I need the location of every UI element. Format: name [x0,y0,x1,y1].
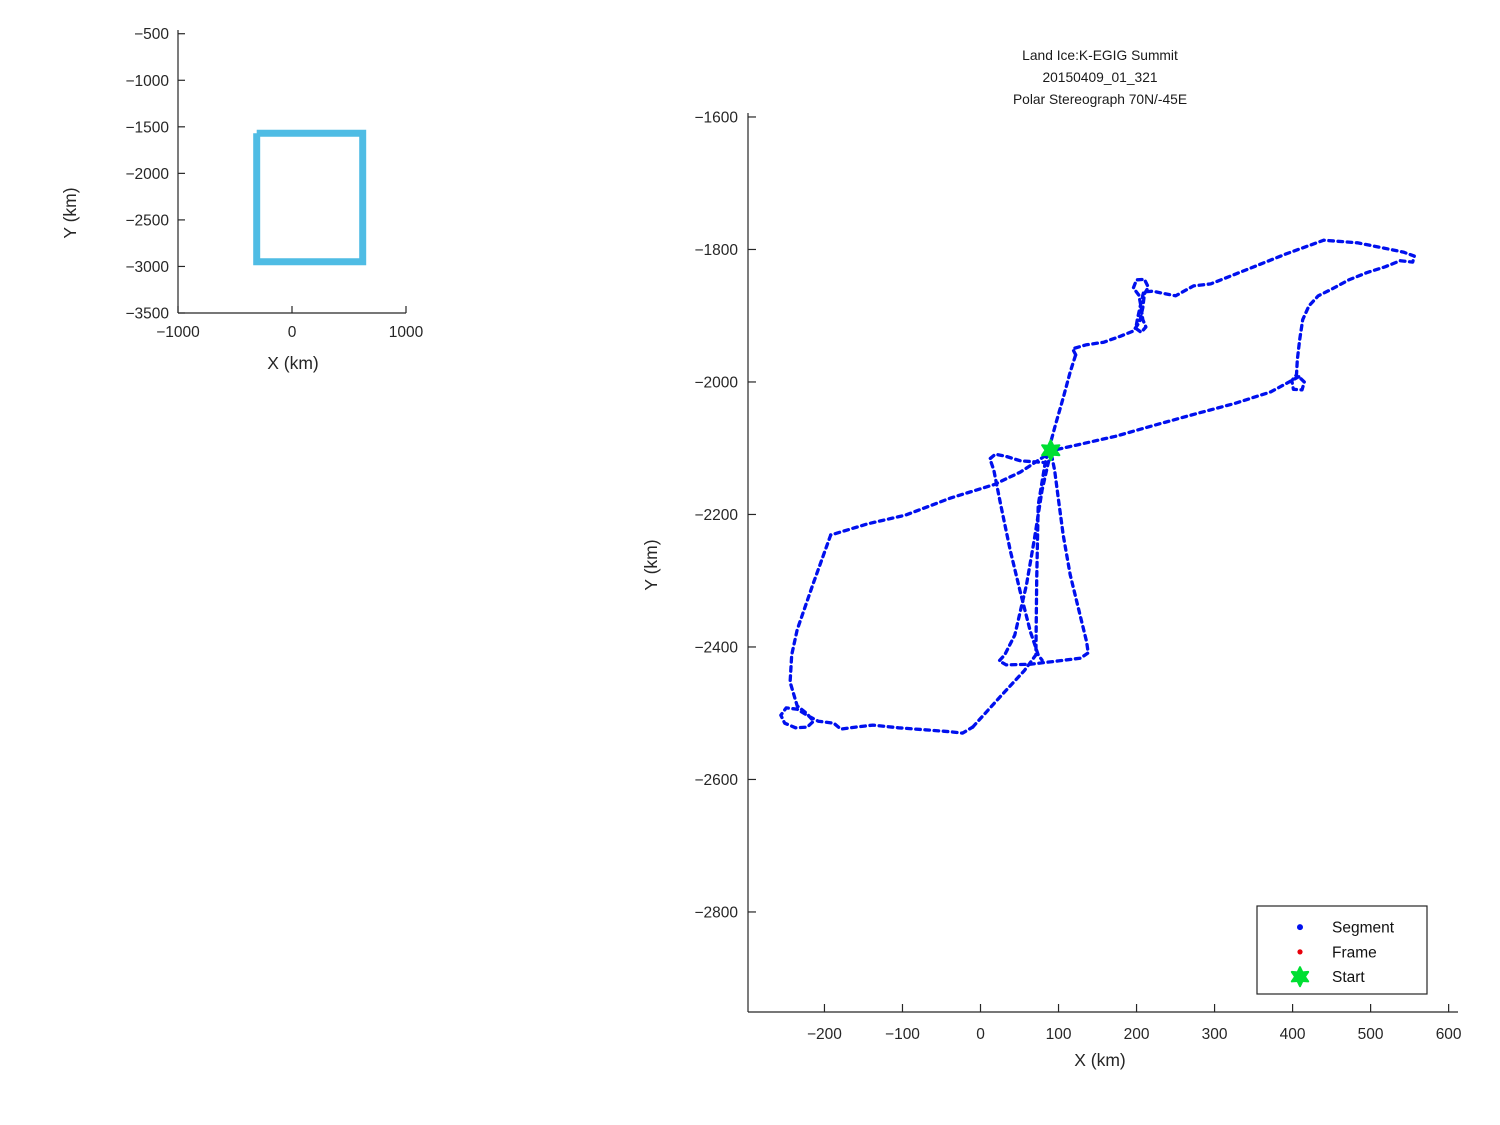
flight-path-segment [997,450,1090,667]
legend-box [1256,905,1428,995]
plot-title-line: Polar Stereograph 70N/-45E [1013,92,1187,107]
x-tick-label: 0 [976,1026,985,1043]
y-tick-label: −1600 [694,109,738,126]
x-tick-label: 200 [1124,1026,1150,1043]
y-tick-label: −1500 [125,119,169,136]
x-tick-label: −1000 [156,324,200,341]
x-tick-label: 0 [288,324,297,341]
x-tick-label: 100 [1046,1026,1072,1043]
start-marker [1041,439,1061,462]
legend-entry-frame: Frame [1297,944,1377,961]
y-tick-label: −1000 [125,73,169,90]
flight-path-segment [971,353,1078,729]
flight-extent-box [253,129,367,266]
y-tick-label: −2200 [694,507,738,524]
x-tick-label: 600 [1436,1026,1462,1043]
y-tick-label: −2400 [694,639,738,656]
x-axis-label: X (km) [267,353,319,373]
x-tick-label: −200 [807,1026,842,1043]
flight-path-segment [988,452,1050,662]
y-axis-label: Y (km) [641,539,661,590]
x-tick-label: 300 [1202,1026,1228,1043]
frame-marker-icon [1297,949,1303,955]
y-tick-label: −500 [134,26,169,43]
legend-label: Segment [1332,920,1395,937]
y-tick-label: −1800 [694,242,738,259]
y-tick-label: −3000 [125,259,169,276]
y-tick-label: −2600 [694,772,738,789]
plot-title-line: 20150409_01_321 [1042,70,1157,85]
y-tick-label: −2000 [125,166,169,183]
flight-path-segment [829,375,1301,537]
plot-title-line: Land Ice:K-EGIG Summit [1022,48,1178,63]
segment-marker-icon [1297,924,1303,931]
flight-path-segment [779,533,975,735]
y-tick-label: −2800 [694,904,738,921]
y-tick-label: −2000 [694,374,738,391]
x-tick-label: 400 [1280,1026,1306,1043]
legend-label: Frame [1332,944,1377,961]
start-marker-icon [1290,966,1310,988]
legend-entry-start: Start [1290,966,1365,988]
legend-entry-segment: Segment [1297,920,1395,937]
legend-label: Start [1332,969,1365,986]
x-tick-label: −100 [885,1026,920,1043]
flight-track-plot: −200 −100 0 100 200 300 400 500 600 −1600 −1800 −20… [641,48,1462,1070]
flight-path-segment [1070,238,1416,392]
x-axis-label: X (km) [1074,1050,1126,1070]
y-axis-label: Y (km) [60,187,80,238]
y-tick-label: −3500 [125,306,169,323]
y-tick-label: −2500 [125,212,169,229]
legend: Segment Frame Start [1256,905,1428,995]
overview-plot: −1000 0 1000 −500 −1000 −1500 −2000 −2500 −3000 −… [60,26,424,373]
x-tick-label: 1000 [389,324,424,341]
x-tick-label: 500 [1358,1026,1384,1043]
